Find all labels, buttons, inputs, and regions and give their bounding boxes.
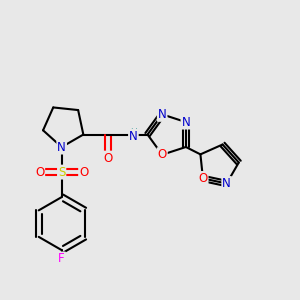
Text: N: N xyxy=(182,116,190,129)
Text: N: N xyxy=(158,108,167,121)
Text: O: O xyxy=(104,152,113,165)
Text: O: O xyxy=(198,172,208,185)
Text: N: N xyxy=(222,177,231,190)
Text: O: O xyxy=(35,166,44,178)
Text: O: O xyxy=(158,148,167,161)
Text: S: S xyxy=(58,166,65,178)
Text: N: N xyxy=(129,130,138,142)
Text: H: H xyxy=(130,128,137,137)
Text: F: F xyxy=(58,252,65,266)
Text: O: O xyxy=(79,166,88,178)
Text: N: N xyxy=(57,141,66,154)
